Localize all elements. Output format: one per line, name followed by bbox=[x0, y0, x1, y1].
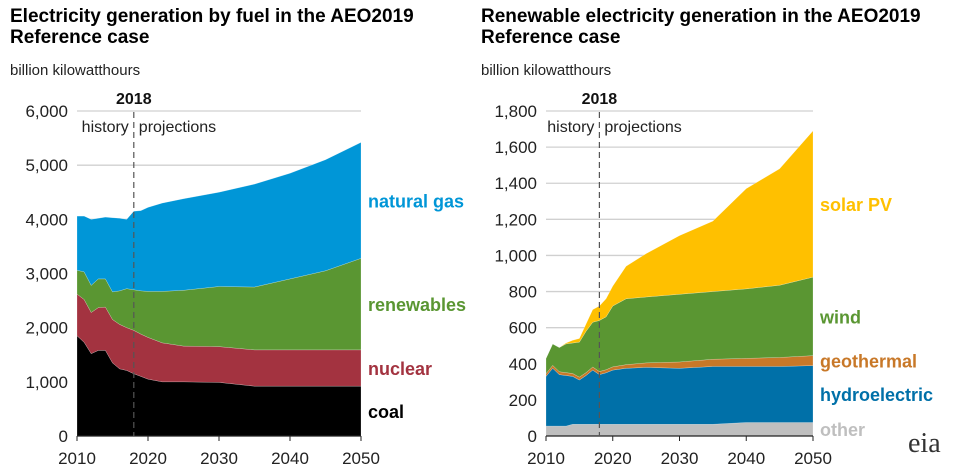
right-ytick-label: 1,400 bbox=[494, 174, 537, 193]
right-xtick-label: 2010 bbox=[527, 449, 565, 468]
left-xtick-label: 2030 bbox=[200, 449, 238, 468]
right-series-label: wind bbox=[819, 307, 861, 327]
left-chart-title: Electricity generation by fuel in the AE… bbox=[10, 6, 414, 48]
left-xtick-label: 2010 bbox=[58, 449, 96, 468]
right-xtick-label: 2020 bbox=[594, 449, 632, 468]
right-chart-title: Renewable electricity generation in the … bbox=[481, 6, 921, 48]
right-series-label: solar PV bbox=[820, 195, 892, 215]
right-ytick-label: 1,800 bbox=[494, 102, 537, 121]
left-series-label: coal bbox=[368, 402, 404, 422]
right-xtick-label: 2040 bbox=[727, 449, 765, 468]
right-ytick-label: 400 bbox=[509, 355, 537, 374]
right-history-label: history bbox=[547, 119, 594, 136]
right-ytick-label: 1,200 bbox=[494, 210, 537, 229]
right-ytick-label: 800 bbox=[509, 283, 537, 302]
left-series-label: nuclear bbox=[368, 359, 432, 379]
right-xtick-label: 2050 bbox=[794, 449, 832, 468]
left-ytick-label: 1,000 bbox=[25, 373, 68, 392]
left-area-natural-gas bbox=[76, 142, 362, 293]
right-ytick-label: 200 bbox=[509, 391, 537, 410]
left-xtick-label: 2040 bbox=[271, 449, 309, 468]
left-ytick-label: 0 bbox=[59, 427, 68, 446]
right-area-solar-PV bbox=[545, 130, 814, 359]
right-series-label: geothermal bbox=[820, 352, 917, 372]
right-chart-unit: billion kilowatthours bbox=[481, 62, 612, 79]
left-series-label: renewables bbox=[368, 295, 466, 315]
right-ytick-label: 0 bbox=[528, 427, 537, 446]
left-ytick-label: 3,000 bbox=[25, 265, 68, 284]
right-xtick-label: 2030 bbox=[661, 449, 699, 468]
right-series-label: hydroelectric bbox=[820, 385, 933, 405]
left-history-label: history bbox=[82, 119, 129, 136]
left-xtick-label: 2050 bbox=[342, 449, 380, 468]
right-ytick-label: 600 bbox=[509, 319, 537, 338]
right-ytick-label: 1,600 bbox=[494, 138, 537, 157]
right-series-label: other bbox=[820, 420, 865, 440]
left-series-label: natural gas bbox=[368, 191, 464, 211]
left-ytick-label: 4,000 bbox=[25, 210, 68, 229]
left-xtick-label: 2020 bbox=[129, 449, 167, 468]
right-divider-year: 2018 bbox=[582, 91, 618, 108]
left-divider-year: 2018 bbox=[116, 91, 152, 108]
right-projections-label: projections bbox=[604, 119, 681, 136]
right-area-other bbox=[545, 422, 814, 437]
left-ytick-label: 2,000 bbox=[25, 319, 68, 338]
eia-logo: eia bbox=[908, 428, 941, 459]
left-projections-label: projections bbox=[139, 119, 216, 136]
left-ytick-label: 5,000 bbox=[25, 156, 68, 175]
left-chart-unit: billion kilowatthours bbox=[10, 62, 141, 79]
right-ytick-label: 1,000 bbox=[494, 246, 537, 265]
left-ytick-label: 6,000 bbox=[25, 102, 68, 121]
